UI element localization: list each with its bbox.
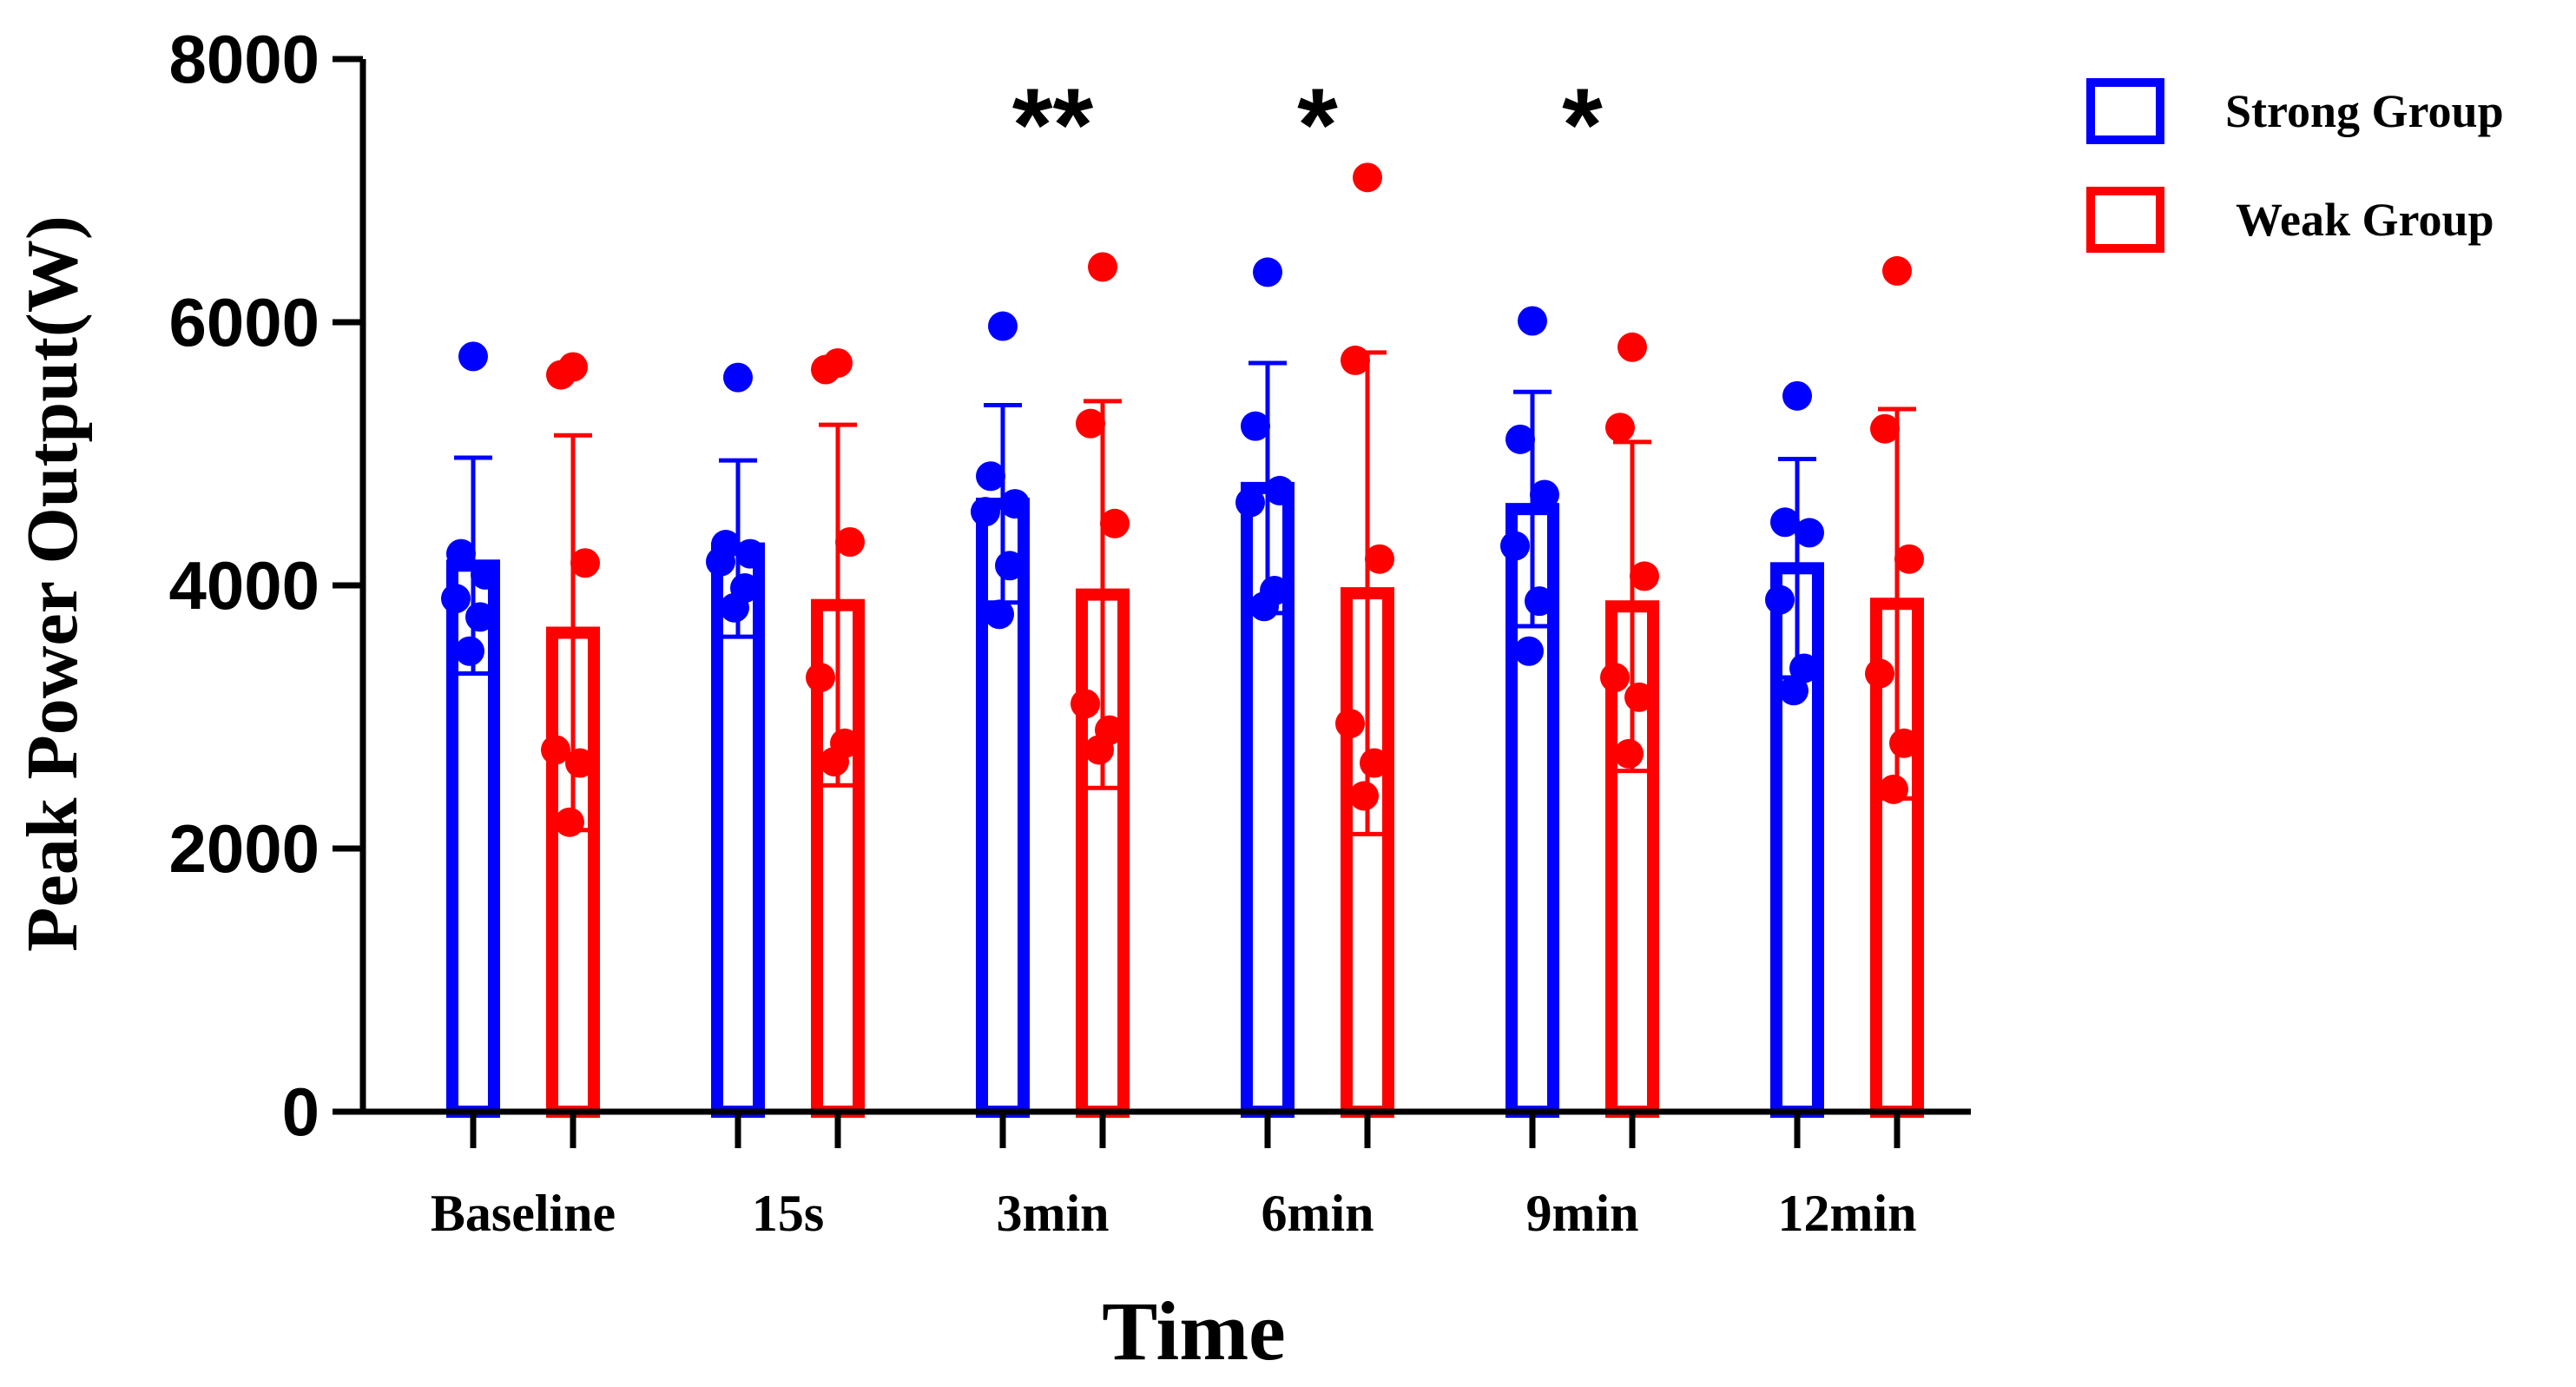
- point-strong-group-9min-2: [1530, 479, 1559, 510]
- y-axis-title: Peak Power Output(W): [12, 215, 93, 952]
- point-strong-group-Baseline-3: [441, 584, 471, 614]
- point-strong-group-6min-5: [1249, 591, 1279, 622]
- point-weak-group-9min-0: [1617, 332, 1647, 362]
- ticks-layer: 0 2000 4000 6000 8000 Baseline 15s 3min 6min 9min…: [168, 21, 1916, 1242]
- y-tick-label-2000: 2000: [168, 810, 320, 887]
- point-weak-group-15s-2: [835, 527, 865, 558]
- point-strong-group-3min-3: [971, 497, 1000, 527]
- significance-9min: *: [1562, 67, 1603, 183]
- point-strong-group-9min-5: [1514, 636, 1544, 666]
- point-weak-group-3min-1: [1076, 408, 1105, 439]
- point-strong-group-12min-4: [1789, 653, 1819, 684]
- x-tick-label-9min: 9min: [1525, 1185, 1638, 1242]
- significance-3min: **: [1012, 67, 1094, 183]
- point-weak-group-12min-3: [1865, 658, 1894, 689]
- point-weak-group-3min-5: [1084, 735, 1114, 765]
- point-strong-group-Baseline-1: [446, 538, 476, 569]
- point-weak-group-6min-1: [1341, 345, 1370, 375]
- point-weak-group-9min-2: [1630, 561, 1659, 591]
- point-weak-group-3min-2: [1100, 508, 1130, 538]
- y-tick-label-8000: 8000: [168, 21, 320, 97]
- point-weak-group-15s-5: [820, 747, 849, 777]
- error-bars-layer: [454, 350, 1916, 836]
- legend: Strong Group Weak Group: [2086, 78, 2504, 253]
- point-strong-group-Baseline-0: [458, 341, 488, 372]
- point-strong-group-9min-0: [1518, 306, 1547, 336]
- significance-6min: *: [1297, 67, 1338, 183]
- x-axis-title: Time: [1102, 1285, 1286, 1377]
- point-weak-group-15s-3: [806, 663, 835, 693]
- point-strong-group-6min-3: [1235, 487, 1265, 518]
- point-weak-group-Baseline-4: [565, 748, 595, 778]
- point-strong-group-3min-2: [1000, 489, 1030, 519]
- point-strong-group-15s-2: [735, 538, 765, 569]
- point-weak-group-6min-4: [1360, 748, 1389, 778]
- point-weak-group-9min-5: [1614, 738, 1644, 769]
- point-strong-group-15s-3: [706, 546, 735, 577]
- point-weak-group-6min-5: [1349, 781, 1379, 811]
- point-weak-group-12min-5: [1879, 774, 1908, 804]
- point-strong-group-Baseline-5: [455, 636, 484, 666]
- point-weak-group-Baseline-1: [546, 360, 576, 390]
- point-weak-group-12min-4: [1889, 728, 1919, 758]
- point-strong-group-12min-5: [1779, 676, 1808, 706]
- legend-label-weak-group: Weak Group: [2236, 194, 2494, 246]
- point-weak-group-Baseline-5: [555, 807, 584, 837]
- point-strong-group-6min-2: [1265, 475, 1295, 505]
- legend-swatch-weak-group: [2086, 187, 2164, 253]
- point-weak-group-12min-0: [1882, 255, 1912, 286]
- point-weak-group-Baseline-2: [570, 548, 600, 578]
- point-strong-group-12min-0: [1782, 380, 1812, 411]
- legend-label-strong-group: Strong Group: [2225, 85, 2504, 137]
- y-tick-label-4000: 4000: [168, 547, 320, 624]
- point-strong-group-3min-0: [988, 311, 1018, 341]
- point-weak-group-12min-2: [1894, 544, 1924, 574]
- x-tick-label-6min: 6min: [1261, 1185, 1374, 1242]
- point-weak-group-6min-0: [1353, 162, 1382, 193]
- point-weak-group-15s-1: [811, 354, 840, 385]
- point-strong-group-15s-5: [720, 592, 749, 623]
- x-tick-label-15s: 15s: [752, 1185, 824, 1242]
- point-weak-group-3min-0: [1088, 252, 1117, 282]
- point-strong-group-12min-1: [1770, 507, 1800, 538]
- point-strong-group-3min-1: [976, 461, 1005, 492]
- point-weak-group-12min-1: [1870, 413, 1900, 444]
- point-strong-group-12min-3: [1765, 585, 1795, 615]
- point-strong-group-6min-1: [1241, 411, 1270, 441]
- x-tick-label-3min: 3min: [996, 1185, 1109, 1242]
- point-weak-group-3min-3: [1071, 689, 1100, 719]
- y-tick-label-6000: 6000: [168, 284, 320, 360]
- point-strong-group-3min-4: [995, 551, 1024, 581]
- point-weak-group-9min-3: [1600, 663, 1630, 693]
- point-strong-group-15s-0: [723, 362, 753, 393]
- point-strong-group-9min-1: [1505, 424, 1535, 454]
- points-layer: [441, 162, 1924, 837]
- x-tick-label-12min: 12min: [1777, 1185, 1916, 1242]
- point-strong-group-6min-0: [1253, 257, 1282, 287]
- point-strong-group-9min-3: [1500, 531, 1530, 561]
- axes-layer: [359, 59, 1971, 1115]
- point-weak-group-9min-1: [1605, 413, 1635, 443]
- point-strong-group-3min-5: [985, 599, 1014, 630]
- point-weak-group-6min-2: [1365, 544, 1394, 574]
- bars-layer: [446, 481, 1924, 1118]
- point-strong-group-Baseline-4: [465, 602, 495, 632]
- point-strong-group-9min-4: [1525, 586, 1554, 617]
- annotations-layer: ** * *: [1012, 67, 1603, 183]
- legend-swatch-strong-group: [2086, 78, 2164, 144]
- y-tick-label-0: 0: [282, 1073, 320, 1150]
- x-tick-label-Baseline: Baseline: [431, 1185, 616, 1242]
- point-weak-group-6min-3: [1335, 709, 1365, 739]
- point-weak-group-9min-4: [1624, 682, 1654, 712]
- point-strong-group-Baseline-2: [471, 559, 500, 590]
- point-strong-group-12min-2: [1795, 518, 1824, 548]
- point-weak-group-Baseline-3: [541, 735, 570, 765]
